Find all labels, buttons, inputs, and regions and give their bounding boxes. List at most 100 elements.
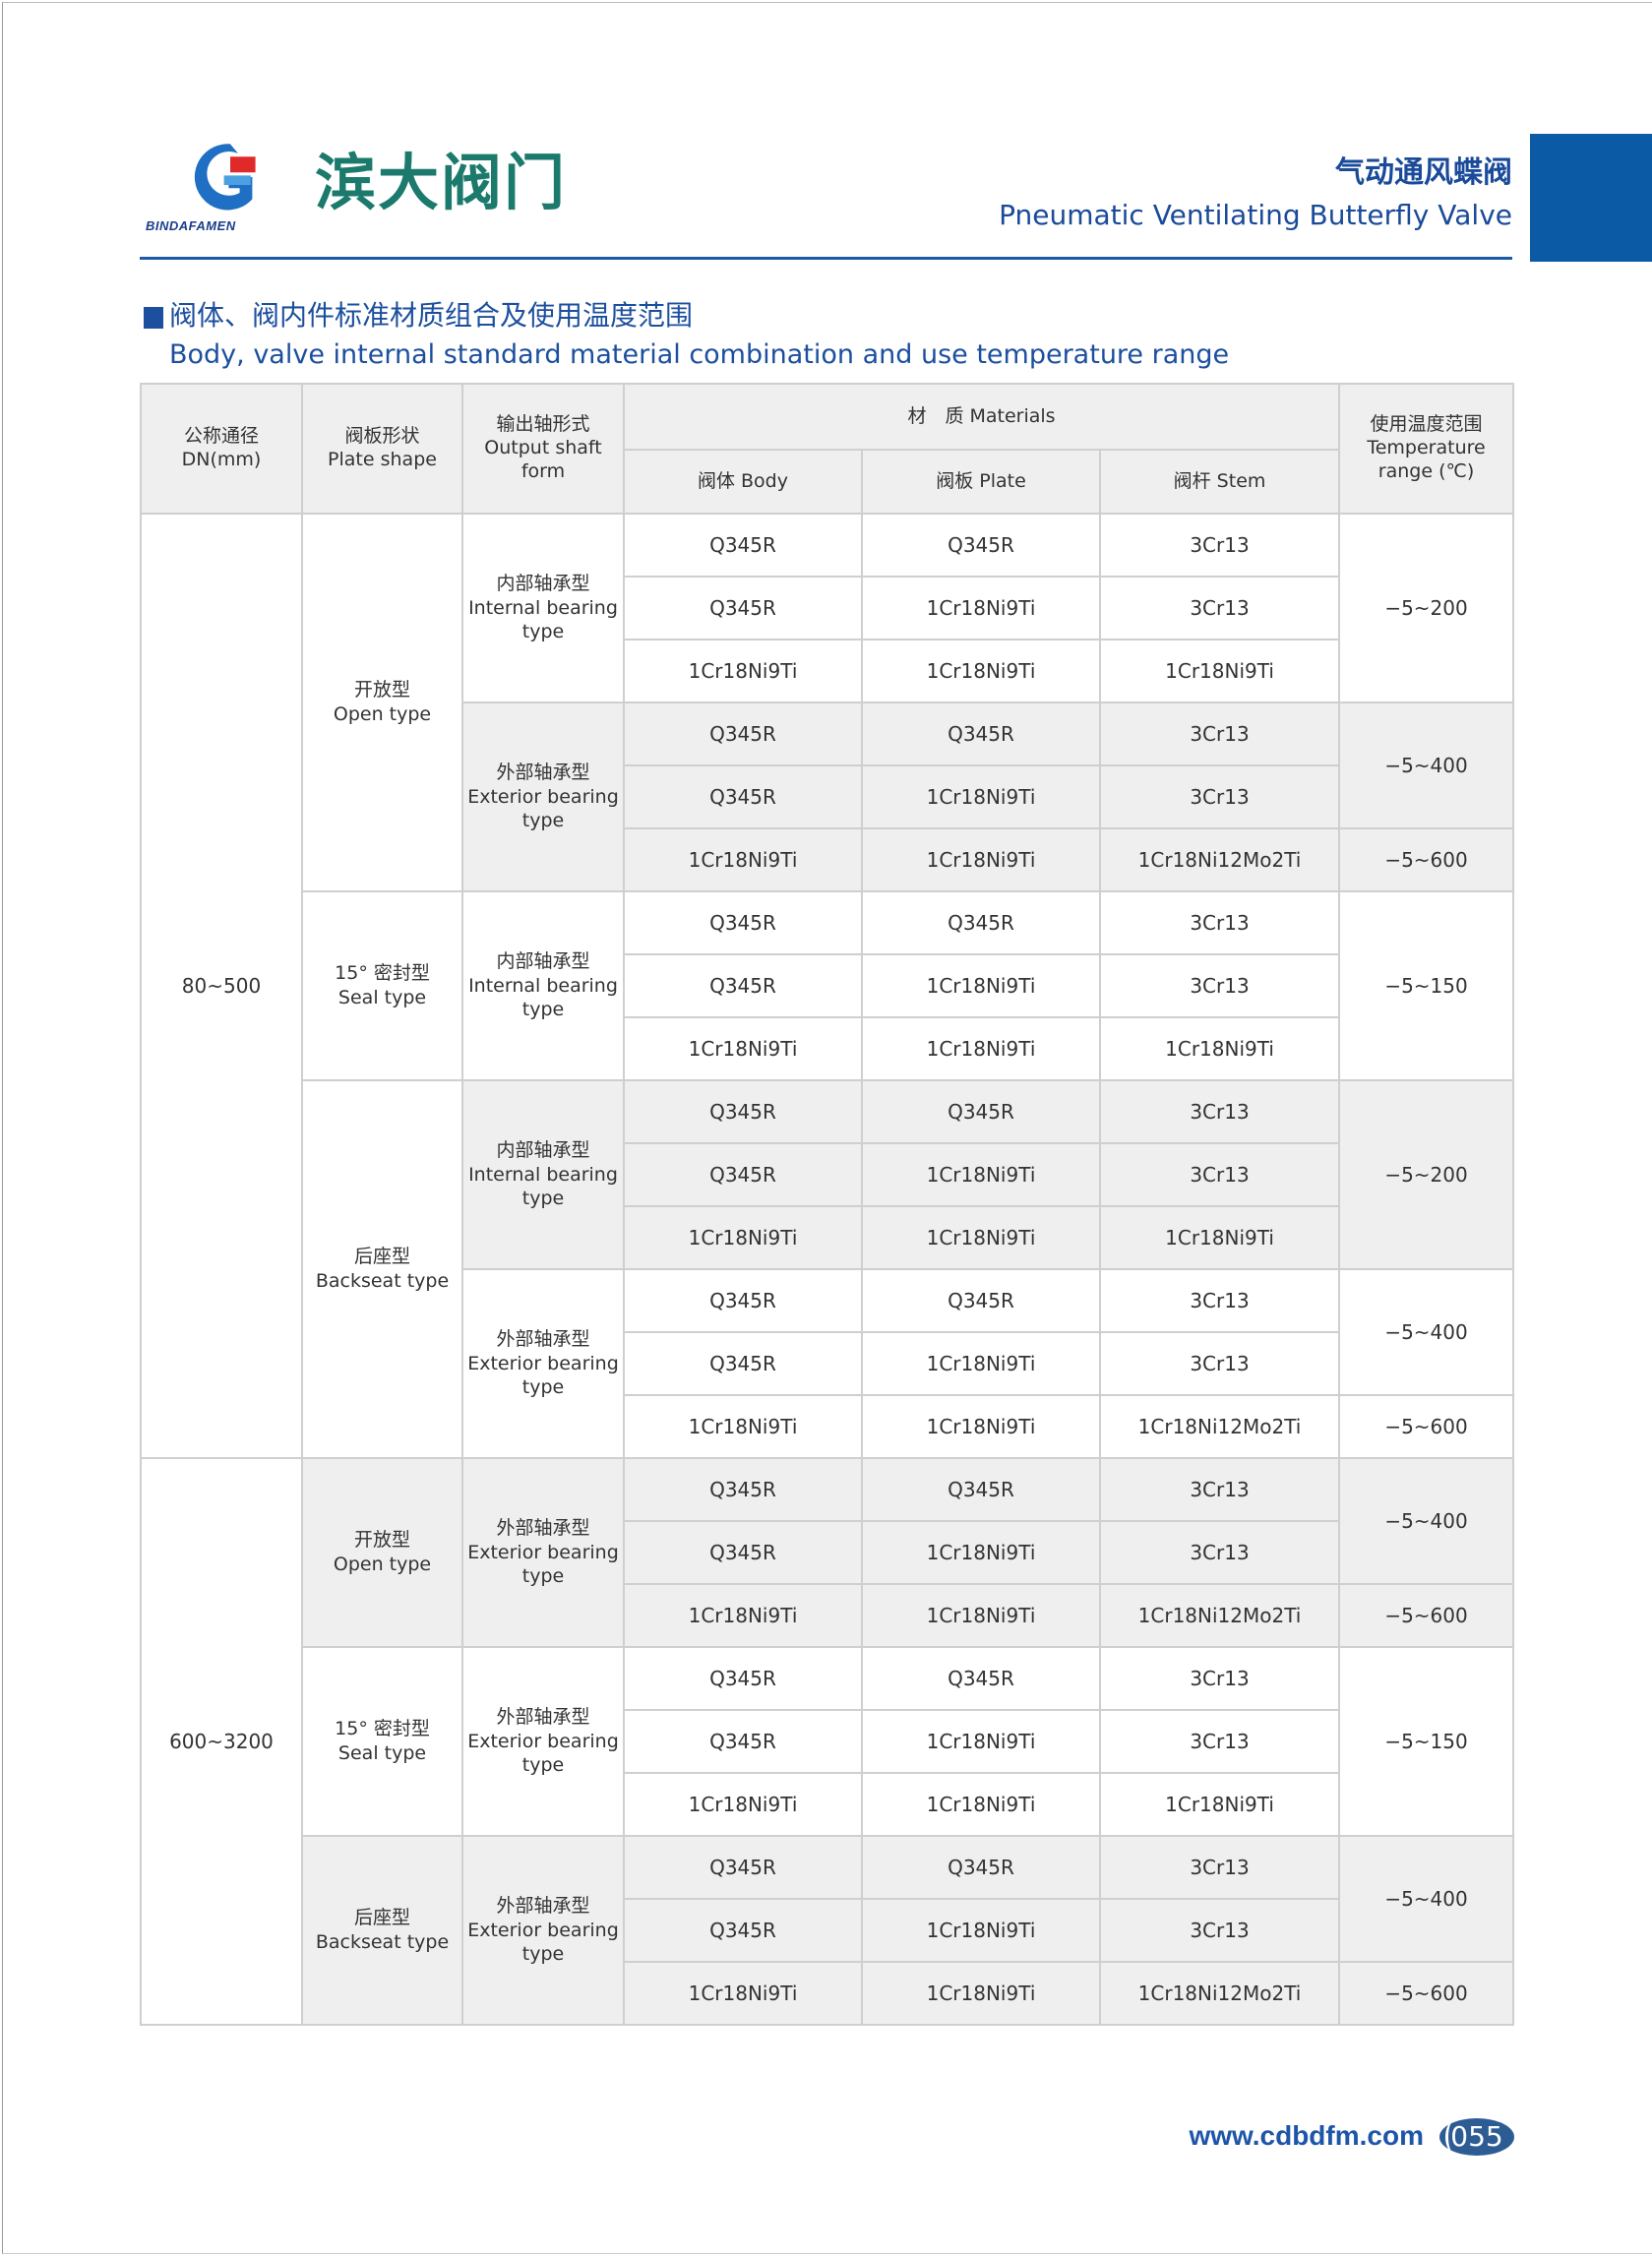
material-body-cell: Q345R (623, 1331, 863, 1396)
table-body: 80~500 开放型 Open type 内部轴承型 Internal bearing … (140, 513, 1515, 2026)
table-row: 80~500 开放型 Open type 内部轴承型 Internal bearing … (140, 513, 1515, 1459)
header-body: 阀体 Body (623, 449, 863, 515)
table-row: 后座型 Backseat type 外部轴承型 Exterior bearing ty… (141, 1835, 1515, 2026)
material-plate-cell: 1Cr18Ni9Ti (861, 1205, 1101, 1270)
temperature-cell: −5~400 (1338, 1268, 1515, 1396)
plate-shape-cell-cn: 15° 密封型 (335, 962, 430, 985)
material-stem-cell: 3Cr13 (1098, 1268, 1341, 1333)
shaft-form-cell: 外部轴承型 Exterior bearing type (461, 1835, 625, 2026)
material-body-cell: Q345R (623, 890, 863, 955)
material-plate-cell: Q345R (861, 890, 1101, 955)
material-plate-cell: Q345R (861, 1835, 1101, 1900)
material-body-cell: 1Cr18Ni9Ti (623, 1583, 863, 1648)
material-stem-cell: 3Cr13 (1098, 1898, 1341, 1963)
temperature-cell: −5~150 (1338, 890, 1515, 1081)
material-body-cell: Q345R (623, 513, 863, 578)
dn-cell: 80~500 (140, 513, 303, 1459)
header-temperature: 使用温度范围 Temperature range (℃) (1338, 383, 1515, 515)
material-stem-cell: 1Cr18Ni9Ti (1098, 1016, 1341, 1081)
shaft-form-cell: 内部轴承型 Internal bearing type (461, 513, 625, 703)
table-row: 15° 密封型 Seal type 外部轴承型 Exterior bearing ty… (141, 1646, 1515, 1837)
shaft-form-cell-en: Exterior bearing type (467, 1919, 619, 1966)
shaft-form-cell-en: Exterior bearing type (467, 785, 619, 832)
plate-shape-cell-en: Open type (333, 703, 432, 725)
table-row: Q345R 1Cr18Ni9Ti 3Cr13 (141, 764, 1513, 829)
shaft-form-cell: 外部轴承型 Exterior bearing type (461, 1646, 625, 1837)
shaft-form-cell-en: Exterior bearing type (467, 1730, 619, 1777)
material-plate-cell: 1Cr18Ni9Ti (861, 764, 1101, 829)
material-stem-cell: 3Cr13 (1098, 513, 1341, 578)
temperature-cell: −5~200 (1338, 1079, 1515, 1270)
material-plate-cell: 1Cr18Ni9Ti (861, 1583, 1101, 1648)
plate-shape-cell-cn: 15° 密封型 (335, 1718, 430, 1740)
shaft-form-cell-cn: 外部轴承型 (496, 1516, 590, 1539)
material-body-cell: Q345R (623, 764, 863, 829)
material-body-cell: Q345R (623, 1268, 863, 1333)
temperature-cell: −5~400 (1338, 1835, 1515, 1963)
material-stem-cell: 3Cr13 (1098, 1709, 1341, 1774)
material-plate-cell: 1Cr18Ni9Ti (861, 1331, 1101, 1396)
material-stem-cell: 3Cr13 (1098, 1079, 1341, 1144)
material-plate-cell: 1Cr18Ni9Ti (861, 1142, 1101, 1207)
material-stem-cell: 3Cr13 (1098, 1520, 1341, 1585)
header-shaft-form: 输出轴形式 Output shaft form (461, 383, 625, 515)
table-row: 1Cr18Ni9Ti 1Cr18Ni9Ti 1Cr18Ni12Mo2Ti −5~600 (141, 1394, 1515, 1459)
material-body-cell: Q345R (623, 1142, 863, 1207)
header-dn: 公称通径 DN(mm) (140, 383, 303, 515)
temperature-cell: −5~600 (1338, 1583, 1515, 1648)
table-row: Q345R 1Cr18Ni9Ti 3Cr13 (141, 953, 1513, 1018)
material-stem-cell: 3Cr13 (1098, 764, 1341, 829)
table-row: Q345R 1Cr18Ni9Ti 3Cr13 (141, 1898, 1513, 1963)
temperature-cell: −5~600 (1338, 1394, 1515, 1459)
plate-shape-cell: 后座型 Backseat type (301, 1835, 463, 2026)
shaft-form-cell: 外部轴承型 Exterior bearing type (461, 1268, 625, 1459)
plate-shape-cell-en: Backseat type (315, 1270, 450, 1292)
product-title-cn: 气动通风蝶阀 (1335, 155, 1512, 190)
plate-shape-cell-en: Seal type (337, 1742, 427, 1764)
material-stem-cell: 3Cr13 (1098, 1457, 1341, 1522)
shaft-form-cell-en: Internal bearing type (468, 974, 618, 1021)
shaft-form-cell: 外部轴承型 Exterior bearing type (461, 701, 625, 892)
website-link[interactable]: www.cdbdfm.com (1189, 2120, 1424, 2151)
section-bullet-icon (144, 307, 163, 329)
shaft-form-cell-en: Internal bearing type (468, 1163, 618, 1210)
material-stem-cell: 3Cr13 (1098, 890, 1341, 955)
plate-shape-cell-en: Seal type (337, 987, 427, 1008)
shaft-form-cell-cn: 内部轴承型 (496, 949, 590, 972)
table-row: 后座型 Backseat type 内部轴承型 Internal bearing ty… (141, 1079, 1515, 1459)
material-plate-cell: 1Cr18Ni9Ti (861, 1520, 1101, 1585)
shaft-form-cell: 内部轴承型 Internal bearing type (461, 1079, 625, 1270)
table-row: Q345R 1Cr18Ni9Ti 3Cr13 (141, 576, 1513, 640)
section-title-en: Body, valve internal standard material c… (169, 339, 1230, 370)
material-stem-cell: 3Cr13 (1098, 953, 1341, 1018)
plate-shape-cell: 15° 密封型 Seal type (301, 1646, 463, 1837)
company-logo (194, 144, 256, 211)
plate-shape-cell-en: Backseat type (315, 1931, 450, 1953)
material-body-cell: 1Cr18Ni9Ti (623, 1772, 863, 1837)
material-stem-cell: 3Cr13 (1098, 1142, 1341, 1207)
material-plate-cell: Q345R (861, 1457, 1101, 1522)
table-row: 1Cr18Ni9Ti 1Cr18Ni9Ti 1Cr18Ni9Ti (141, 1772, 1513, 1837)
material-plate-cell: 1Cr18Ni9Ti (861, 576, 1101, 640)
material-body-cell: Q345R (623, 1835, 863, 1900)
chapter-tab (1530, 134, 1652, 262)
logo-text: BINDAFAMEN (146, 218, 236, 233)
material-body-cell: 1Cr18Ni9Ti (623, 639, 863, 703)
material-body-cell: 1Cr18Ni9Ti (623, 1394, 863, 1459)
material-body-cell: 1Cr18Ni9Ti (623, 1205, 863, 1270)
table-row: 外部轴承型 Exterior bearing type Q345R Q345R 3Cr1… (141, 1268, 1515, 1459)
material-stem-cell: 3Cr13 (1098, 1646, 1341, 1711)
materials-table: 公称通径 DN(mm) 阀板形状 Plate shape 输出轴形式 Output s… (140, 383, 1515, 2026)
material-body-cell: Q345R (623, 1709, 863, 1774)
header-divider (140, 257, 1512, 260)
shaft-form-cell-cn: 外部轴承型 (496, 1705, 590, 1728)
material-plate-cell: 1Cr18Ni9Ti (861, 1898, 1101, 1963)
material-plate-cell: Q345R (861, 1268, 1101, 1333)
material-plate-cell: Q345R (861, 1079, 1101, 1144)
material-plate-cell: 1Cr18Ni9Ti (861, 639, 1101, 703)
plate-shape-cell-cn: 开放型 (353, 1529, 410, 1552)
header-plate: 阀板 Plate (861, 449, 1101, 515)
plate-shape-cell: 开放型 Open type (301, 1457, 463, 1648)
header-plate-shape-cn: 阀板形状 (344, 425, 420, 448)
